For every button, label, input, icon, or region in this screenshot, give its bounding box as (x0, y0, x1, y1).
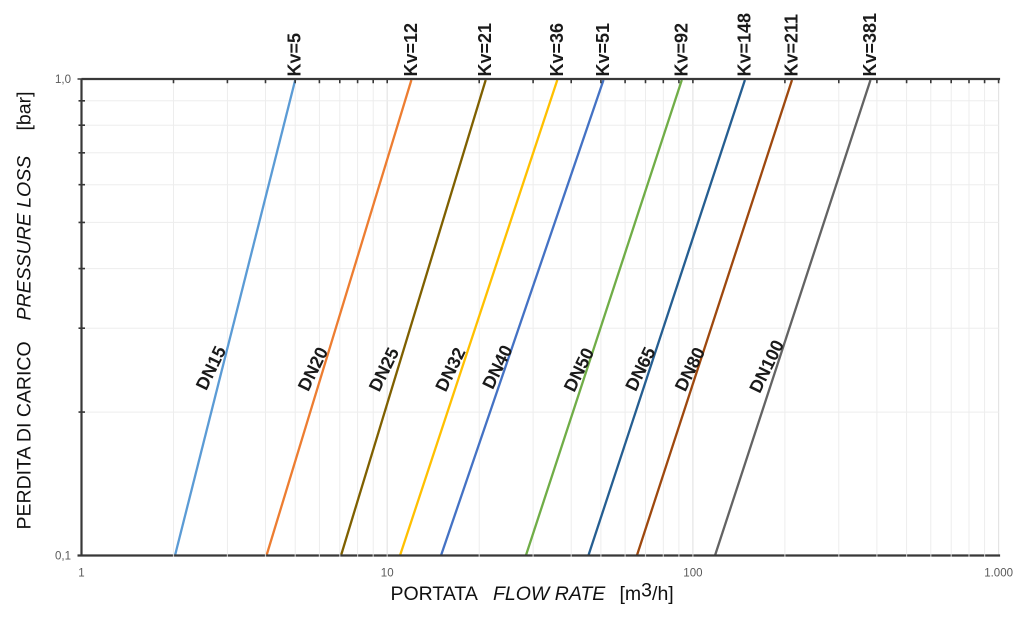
svg-text:FLOW RATE: FLOW RATE (493, 583, 606, 605)
svg-text:Kv=211: Kv=211 (782, 14, 802, 77)
svg-text:10: 10 (381, 568, 394, 580)
svg-text:Kv=21: Kv=21 (475, 23, 495, 77)
svg-text:Kv=12: Kv=12 (401, 23, 421, 77)
svg-text:1,0: 1,0 (55, 74, 71, 86)
svg-text:Kv=36: Kv=36 (547, 23, 567, 77)
svg-text:100: 100 (683, 568, 702, 580)
svg-text:PORTATA: PORTATA (391, 583, 478, 605)
svg-text:Kv=51: Kv=51 (593, 23, 613, 77)
svg-text:Kv=5: Kv=5 (285, 33, 305, 77)
svg-text:Kv=92: Kv=92 (671, 23, 691, 77)
svg-text:[m3/h]: [m3/h] (620, 580, 674, 606)
svg-text:PERDITA DI CARICOPRESSURE LOSS: PERDITA DI CARICOPRESSURE LOSS[bar] (14, 91, 36, 529)
svg-text:Kv=148: Kv=148 (734, 13, 754, 77)
svg-text:0,1: 0,1 (55, 551, 71, 563)
svg-text:1.000: 1.000 (984, 568, 1013, 580)
svg-text:Kv=381: Kv=381 (860, 13, 880, 77)
svg-text:1: 1 (78, 568, 84, 580)
